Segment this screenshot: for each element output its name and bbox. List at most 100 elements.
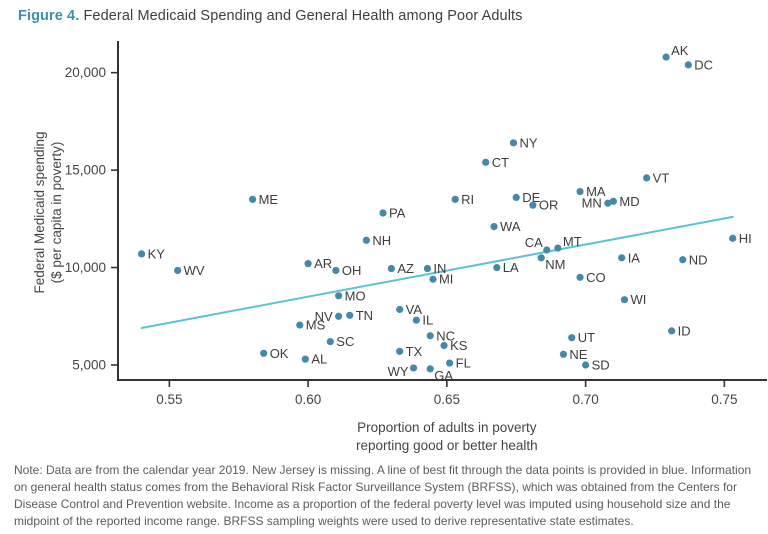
x-axis-title-line1: Proportion of adults in poverty [357, 420, 537, 435]
data-point-UT [568, 334, 576, 342]
best-fit-line [140, 215, 734, 329]
data-point-OH [332, 266, 340, 275]
point-label-ND: ND [689, 252, 708, 267]
figure-title-text: Federal Medicaid Spending and General He… [79, 8, 523, 24]
data-point-CT [482, 158, 490, 166]
data-point-NY [509, 139, 518, 147]
data-point-DC [684, 61, 692, 69]
point-label-WV: WV [184, 263, 205, 278]
data-point-MT [554, 244, 562, 252]
data-point-AR [304, 260, 312, 268]
point-label-UT: UT [578, 330, 595, 345]
point-label-MA: MA [586, 184, 606, 199]
data-point-VA [396, 305, 404, 314]
point-label-PA: PA [389, 205, 406, 220]
data-point-NH [362, 236, 370, 244]
data-point-WV [174, 266, 182, 275]
point-label-NC: NC [436, 328, 455, 343]
figure-number-label: Figure 4. [18, 8, 80, 24]
point-label-DC: DC [694, 57, 713, 72]
scatter-plot: 5,000 10,000 15,000 20,000 0.55 0.60 0.65 0.70 0… [32, 41, 767, 453]
data-point-MO [335, 292, 343, 300]
data-point-ID [668, 327, 676, 335]
point-label-SC: SC [336, 334, 354, 349]
point-label-FL: FL [456, 356, 471, 371]
data-point-MD [609, 197, 617, 205]
y-tick-label: 20,000 [65, 65, 106, 80]
data-point-WY [409, 364, 418, 372]
point-label-WI: WI [630, 292, 646, 307]
x-tick-label: 0.75 [711, 392, 737, 407]
data-point-ME [248, 195, 257, 203]
y-axis-title: Federal Medicaid spending ($ per capita i… [32, 131, 64, 293]
data-point-LA [493, 263, 501, 272]
point-label-AZ: AZ [397, 261, 414, 276]
data-point-NM [537, 254, 545, 262]
figure-title: Figure 4. Federal Medicaid Spending and … [18, 8, 758, 24]
point-label-NY: NY [519, 135, 537, 150]
data-point-MA [576, 187, 584, 196]
x-tick-label: 0.55 [156, 392, 182, 407]
y-tick-label: 15,000 [65, 163, 106, 178]
point-label-TX: TX [406, 344, 423, 359]
point-label-TN: TN [356, 308, 373, 323]
point-label-WA: WA [500, 219, 521, 234]
point-label-SD: SD [592, 357, 610, 372]
point-label-VT: VT [653, 170, 670, 185]
point-label-IL: IL [422, 313, 433, 328]
data-point-IN [423, 264, 432, 273]
data-point-SC [326, 338, 334, 346]
point-label-OH: OH [342, 263, 362, 278]
point-label-LA: LA [503, 260, 519, 275]
point-label-MN: MN [582, 196, 602, 211]
data-point-AZ [387, 264, 395, 273]
data-point-WA [490, 223, 498, 231]
point-label-AR: AR [314, 256, 332, 271]
point-label-AK: AK [671, 43, 689, 58]
point-label-IA: IA [628, 250, 641, 265]
point-label-VA: VA [406, 302, 423, 317]
data-point-IA [618, 254, 626, 262]
x-axis-title-line2: reporting good or better health [356, 438, 538, 453]
x-tick-label: 0.65 [434, 392, 460, 407]
data-point-GA [426, 365, 434, 373]
data-point-MN [604, 199, 612, 207]
point-label-OR: OR [539, 198, 559, 213]
y-tick-label: 10,000 [65, 260, 106, 275]
data-point-RI [451, 195, 459, 203]
point-label-WY: WY [388, 364, 409, 379]
point-label-KS: KS [450, 338, 468, 353]
data-point-OR [529, 201, 537, 209]
data-point-NC [426, 332, 434, 340]
data-point-WI [620, 296, 629, 304]
x-tick-label: 0.70 [572, 392, 598, 407]
data-point-SD [582, 361, 590, 369]
point-label-CO: CO [586, 270, 606, 285]
data-point-AK [662, 53, 670, 61]
data-point-FL [446, 359, 454, 367]
point-label-CA: CA [525, 235, 543, 250]
data-point-TN [346, 311, 354, 319]
data-point-TX [396, 347, 404, 355]
point-label-MD: MD [619, 194, 639, 209]
data-point-DE [512, 193, 520, 201]
data-point-PA [379, 209, 387, 217]
point-label-OK: OK [270, 346, 289, 361]
point-label-CT: CT [492, 155, 509, 170]
point-label-MO: MO [345, 288, 366, 303]
data-point-IL [412, 316, 420, 324]
data-point-NE [559, 350, 568, 358]
point-label-KY: KY [148, 246, 166, 261]
point-label-ME: ME [259, 192, 279, 207]
point-label-GA: GA [434, 368, 453, 383]
point-label-NE: NE [569, 347, 587, 362]
point-label-IN: IN [433, 261, 446, 276]
x-tick-label: 0.60 [295, 392, 321, 407]
data-point-HI [729, 234, 737, 242]
data-point-KS [440, 341, 448, 350]
data-point-VT [643, 174, 651, 182]
figure-note: Note: Data are from the calendar year 20… [14, 463, 752, 528]
point-label-NV: NV [315, 309, 333, 324]
point-label-ID: ID [678, 323, 691, 338]
